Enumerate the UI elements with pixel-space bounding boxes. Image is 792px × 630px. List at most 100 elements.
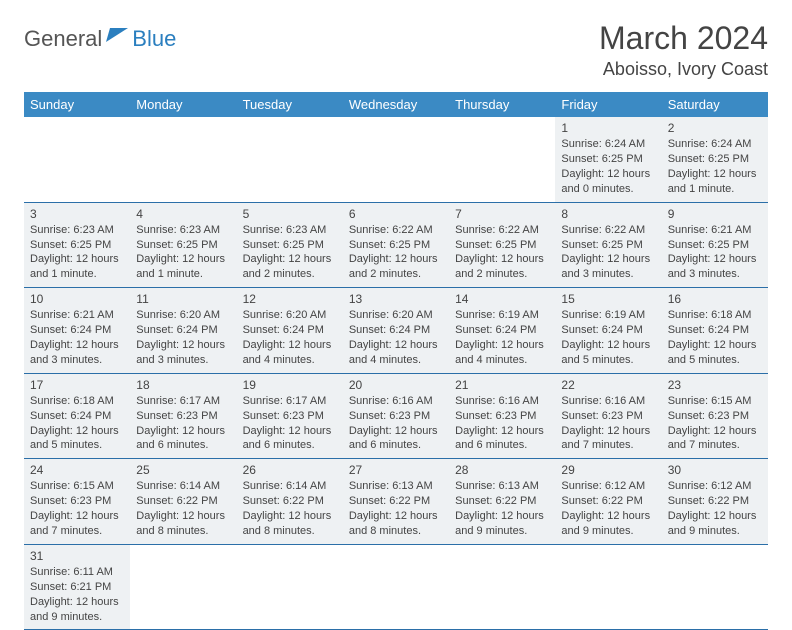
day-info: Sunrise: 6:22 AMSunset: 6:25 PMDaylight:… <box>561 223 655 282</box>
day-info: Sunrise: 6:20 AMSunset: 6:24 PMDaylight:… <box>136 308 230 367</box>
day-cell: 21Sunrise: 6:16 AMSunset: 6:23 PMDayligh… <box>449 373 555 459</box>
day-daylight1: Daylight: 12 hours <box>136 424 230 439</box>
day-number: 9 <box>668 206 762 222</box>
day-number: 19 <box>243 377 337 393</box>
day-info: Sunrise: 6:13 AMSunset: 6:22 PMDaylight:… <box>455 479 549 538</box>
day-daylight2: and 5 minutes. <box>668 353 762 368</box>
day-daylight2: and 7 minutes. <box>30 524 124 539</box>
day-sunrise: Sunrise: 6:20 AM <box>136 308 230 323</box>
day-number: 27 <box>349 462 443 478</box>
day-cell: 31Sunrise: 6:11 AMSunset: 6:21 PMDayligh… <box>24 544 130 630</box>
day-cell: 13Sunrise: 6:20 AMSunset: 6:24 PMDayligh… <box>343 288 449 374</box>
day-number: 20 <box>349 377 443 393</box>
day-sunset: Sunset: 6:23 PM <box>136 409 230 424</box>
day-sunrise: Sunrise: 6:12 AM <box>561 479 655 494</box>
day-daylight1: Daylight: 12 hours <box>136 252 230 267</box>
day-sunset: Sunset: 6:22 PM <box>243 494 337 509</box>
weekday-header: Monday <box>130 92 236 117</box>
day-cell: 19Sunrise: 6:17 AMSunset: 6:23 PMDayligh… <box>237 373 343 459</box>
day-sunrise: Sunrise: 6:20 AM <box>243 308 337 323</box>
day-info: Sunrise: 6:12 AMSunset: 6:22 PMDaylight:… <box>561 479 655 538</box>
empty-cell <box>449 544 555 630</box>
day-daylight1: Daylight: 12 hours <box>455 338 549 353</box>
day-sunset: Sunset: 6:23 PM <box>561 409 655 424</box>
day-sunrise: Sunrise: 6:17 AM <box>136 394 230 409</box>
day-number: 24 <box>30 462 124 478</box>
day-cell: 1Sunrise: 6:24 AMSunset: 6:25 PMDaylight… <box>555 117 661 202</box>
day-info: Sunrise: 6:20 AMSunset: 6:24 PMDaylight:… <box>349 308 443 367</box>
day-sunrise: Sunrise: 6:22 AM <box>455 223 549 238</box>
day-info: Sunrise: 6:14 AMSunset: 6:22 PMDaylight:… <box>243 479 337 538</box>
day-sunset: Sunset: 6:24 PM <box>349 323 443 338</box>
day-info: Sunrise: 6:18 AMSunset: 6:24 PMDaylight:… <box>30 394 124 453</box>
day-cell: 16Sunrise: 6:18 AMSunset: 6:24 PMDayligh… <box>662 288 768 374</box>
day-daylight2: and 8 minutes. <box>349 524 443 539</box>
day-number: 8 <box>561 206 655 222</box>
day-number: 12 <box>243 291 337 307</box>
page-title: March 2024 <box>599 20 768 57</box>
day-cell: 17Sunrise: 6:18 AMSunset: 6:24 PMDayligh… <box>24 373 130 459</box>
day-number: 22 <box>561 377 655 393</box>
day-number: 13 <box>349 291 443 307</box>
empty-cell <box>343 117 449 202</box>
weekday-header: Saturday <box>662 92 768 117</box>
day-info: Sunrise: 6:20 AMSunset: 6:24 PMDaylight:… <box>243 308 337 367</box>
empty-cell <box>237 544 343 630</box>
day-cell: 4Sunrise: 6:23 AMSunset: 6:25 PMDaylight… <box>130 202 236 288</box>
day-daylight1: Daylight: 12 hours <box>668 338 762 353</box>
empty-cell <box>449 117 555 202</box>
day-sunrise: Sunrise: 6:13 AM <box>455 479 549 494</box>
day-number: 17 <box>30 377 124 393</box>
day-info: Sunrise: 6:17 AMSunset: 6:23 PMDaylight:… <box>243 394 337 453</box>
day-cell: 25Sunrise: 6:14 AMSunset: 6:22 PMDayligh… <box>130 459 236 545</box>
day-sunrise: Sunrise: 6:19 AM <box>561 308 655 323</box>
day-number: 18 <box>136 377 230 393</box>
day-info: Sunrise: 6:19 AMSunset: 6:24 PMDaylight:… <box>455 308 549 367</box>
day-sunrise: Sunrise: 6:14 AM <box>136 479 230 494</box>
calendar-row: 1Sunrise: 6:24 AMSunset: 6:25 PMDaylight… <box>24 117 768 202</box>
day-daylight2: and 6 minutes. <box>455 438 549 453</box>
day-number: 10 <box>30 291 124 307</box>
day-number: 23 <box>668 377 762 393</box>
day-sunset: Sunset: 6:22 PM <box>668 494 762 509</box>
day-daylight2: and 1 minute. <box>668 182 762 197</box>
day-cell: 23Sunrise: 6:15 AMSunset: 6:23 PMDayligh… <box>662 373 768 459</box>
day-number: 26 <box>243 462 337 478</box>
day-sunrise: Sunrise: 6:17 AM <box>243 394 337 409</box>
empty-cell <box>130 117 236 202</box>
day-daylight1: Daylight: 12 hours <box>561 252 655 267</box>
day-number: 25 <box>136 462 230 478</box>
day-daylight2: and 4 minutes. <box>349 353 443 368</box>
day-number: 14 <box>455 291 549 307</box>
day-info: Sunrise: 6:21 AMSunset: 6:25 PMDaylight:… <box>668 223 762 282</box>
logo-text-general: General <box>24 26 102 52</box>
day-info: Sunrise: 6:24 AMSunset: 6:25 PMDaylight:… <box>668 137 762 196</box>
day-daylight2: and 1 minute. <box>136 267 230 282</box>
day-daylight2: and 6 minutes. <box>136 438 230 453</box>
day-sunset: Sunset: 6:24 PM <box>243 323 337 338</box>
day-cell: 26Sunrise: 6:14 AMSunset: 6:22 PMDayligh… <box>237 459 343 545</box>
day-cell: 10Sunrise: 6:21 AMSunset: 6:24 PMDayligh… <box>24 288 130 374</box>
day-daylight2: and 9 minutes. <box>561 524 655 539</box>
day-daylight1: Daylight: 12 hours <box>668 509 762 524</box>
day-sunset: Sunset: 6:25 PM <box>136 238 230 253</box>
day-daylight1: Daylight: 12 hours <box>561 338 655 353</box>
calendar-table: SundayMondayTuesdayWednesdayThursdayFrid… <box>24 92 768 630</box>
day-sunrise: Sunrise: 6:18 AM <box>30 394 124 409</box>
day-cell: 18Sunrise: 6:17 AMSunset: 6:23 PMDayligh… <box>130 373 236 459</box>
day-number: 11 <box>136 291 230 307</box>
day-sunset: Sunset: 6:23 PM <box>30 494 124 509</box>
day-daylight1: Daylight: 12 hours <box>561 424 655 439</box>
day-sunrise: Sunrise: 6:24 AM <box>561 137 655 152</box>
day-number: 21 <box>455 377 549 393</box>
calendar-body: 1Sunrise: 6:24 AMSunset: 6:25 PMDaylight… <box>24 117 768 630</box>
day-sunrise: Sunrise: 6:18 AM <box>668 308 762 323</box>
day-number: 4 <box>136 206 230 222</box>
day-cell: 30Sunrise: 6:12 AMSunset: 6:22 PMDayligh… <box>662 459 768 545</box>
day-info: Sunrise: 6:16 AMSunset: 6:23 PMDaylight:… <box>561 394 655 453</box>
day-daylight2: and 3 minutes. <box>668 267 762 282</box>
day-daylight2: and 3 minutes. <box>136 353 230 368</box>
empty-cell <box>24 117 130 202</box>
empty-cell <box>343 544 449 630</box>
weekday-header: Tuesday <box>237 92 343 117</box>
